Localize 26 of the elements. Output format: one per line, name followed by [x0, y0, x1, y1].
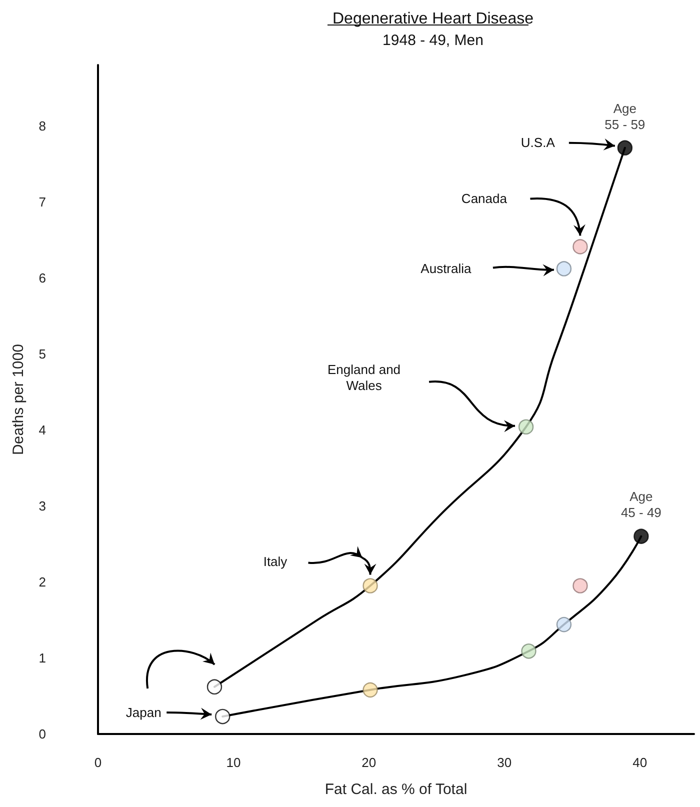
y-tick-label: 8 — [38, 118, 46, 134]
y-tick-label: 5 — [38, 346, 46, 362]
y-tick-label: 1 — [38, 650, 46, 666]
y-tick-label: 3 — [38, 498, 46, 514]
annotation: Canada — [461, 190, 507, 207]
annotation: Japan — [126, 704, 162, 720]
chart-subtitle: 1948 - 49, Men — [382, 32, 484, 49]
annotation: Italy — [263, 554, 288, 570]
y-tick-label: 7 — [38, 194, 46, 210]
annotation: Australia — [420, 260, 472, 277]
x-tick-label: 0 — [94, 755, 102, 770]
x-tick-label: 30 — [497, 755, 512, 770]
y-tick-label: 4 — [38, 422, 46, 438]
y-tick-label: 2 — [38, 574, 46, 590]
annotation: U.S.A — [520, 134, 555, 151]
series-label: Age 45 - 49 — [620, 489, 662, 520]
series-label: Age 55 - 59 — [604, 100, 646, 132]
x-tick-label: 20 — [362, 755, 376, 770]
x-tick-label: 10 — [226, 755, 241, 770]
x-tick-label: 40 — [632, 755, 648, 770]
x-axis-title: Fat Cal. as % of Total — [324, 781, 468, 798]
y-axis-title: Deaths per 1000 — [10, 344, 27, 455]
y-tick-label: 6 — [38, 270, 46, 286]
annotation: England and Wales — [326, 362, 402, 394]
y-tick-label: 0 — [38, 726, 46, 742]
chart-title: Degenerative Heart Disease — [332, 10, 534, 28]
